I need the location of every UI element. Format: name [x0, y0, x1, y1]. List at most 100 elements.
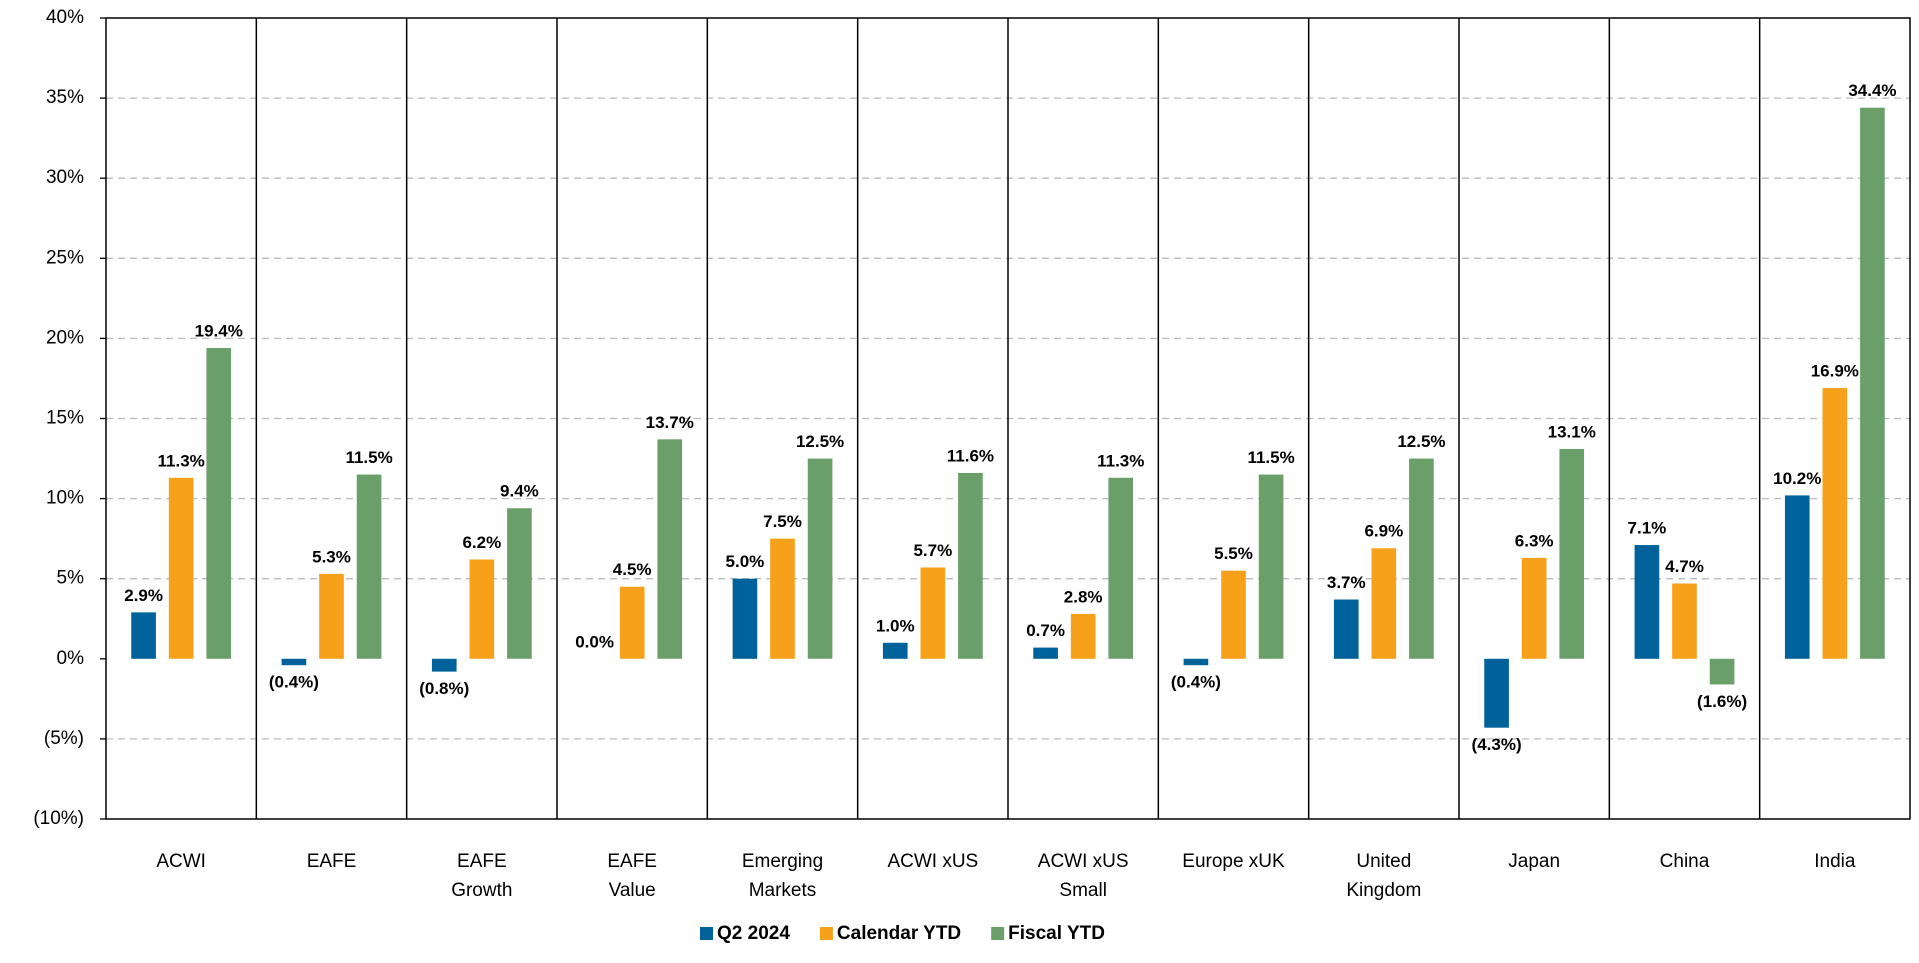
- y-tick-label: 20%: [46, 327, 84, 348]
- value-label: 11.3%: [1097, 451, 1144, 470]
- bar: [1108, 477, 1134, 659]
- bar: [920, 567, 946, 659]
- value-label: 6.3%: [1515, 531, 1554, 550]
- value-label: 19.4%: [195, 321, 243, 340]
- bar: [206, 348, 232, 659]
- x-tick-label: ACWI xUS: [887, 851, 978, 872]
- x-tick-label: United Kingdom: [1346, 851, 1421, 901]
- bar: [1709, 658, 1735, 685]
- bar: [131, 612, 156, 659]
- y-tick-label: 10%: [46, 488, 84, 509]
- x-tick-label: India: [1814, 851, 1856, 872]
- value-label: 5.5%: [1214, 544, 1253, 563]
- y-tick-label: 0%: [57, 648, 85, 669]
- y-tick-label: 30%: [46, 167, 84, 188]
- value-label: 7.1%: [1628, 519, 1667, 538]
- bar: [1559, 448, 1585, 659]
- value-label: 6.2%: [462, 533, 501, 552]
- x-tick-label: EAFE: [307, 851, 357, 872]
- value-label: 11.5%: [1247, 448, 1294, 467]
- value-label: 2.8%: [1064, 587, 1103, 606]
- bar: [882, 642, 908, 659]
- y-tick-label: 35%: [46, 87, 84, 108]
- value-label: 5.3%: [312, 547, 351, 566]
- value-label: 10.2%: [1773, 469, 1821, 488]
- value-label: 4.7%: [1665, 557, 1704, 576]
- bar: [958, 472, 983, 659]
- bar: [1822, 388, 1848, 659]
- bar: [431, 658, 457, 672]
- bar: [168, 477, 194, 659]
- value-label: (0.4%): [1171, 673, 1221, 692]
- x-tick-label: ACWI: [156, 851, 206, 872]
- y-tick-label: 15%: [46, 408, 84, 429]
- y-tick-label: 25%: [46, 247, 84, 268]
- bar: [1033, 647, 1058, 659]
- legend-swatch: [700, 927, 713, 940]
- value-label: (0.8%): [419, 679, 469, 698]
- y-tick-label: 40%: [46, 7, 84, 28]
- legend-label: Calendar YTD: [837, 923, 961, 944]
- bar: [507, 508, 532, 659]
- x-tick-label: Europe xUK: [1182, 851, 1285, 872]
- bar: [657, 439, 683, 659]
- x-tick-label: Japan: [1508, 851, 1560, 872]
- bar: [770, 538, 795, 659]
- bar: [1070, 613, 1096, 659]
- legend-label: Q2 2024: [717, 923, 790, 944]
- bar: [1672, 583, 1697, 659]
- value-label: 3.7%: [1327, 573, 1366, 592]
- bar: [1371, 548, 1397, 659]
- value-label: 11.6%: [947, 446, 994, 465]
- y-tick-label: (5%): [44, 728, 84, 749]
- value-label: 0.7%: [1026, 621, 1065, 640]
- value-label: 4.5%: [613, 560, 652, 579]
- value-label: 9.4%: [500, 482, 539, 501]
- bar: [1409, 458, 1434, 659]
- value-label: 13.1%: [1548, 422, 1596, 441]
- legend-swatch: [819, 927, 833, 940]
- value-label: 12.5%: [1397, 432, 1445, 451]
- value-label: 16.9%: [1811, 362, 1859, 381]
- value-label: 6.9%: [1364, 522, 1403, 541]
- value-label: (1.6%): [1697, 692, 1747, 711]
- value-label: 7.5%: [763, 512, 802, 531]
- bar: [1521, 557, 1547, 659]
- value-label: 12.5%: [796, 432, 844, 451]
- x-tick-label: China: [1660, 851, 1710, 872]
- bar: [1784, 495, 1810, 659]
- bar: [356, 474, 382, 659]
- value-label: (4.3%): [1472, 735, 1522, 754]
- bar: [1484, 658, 1509, 728]
- bar: [1860, 107, 1885, 659]
- x-tick-label: EAFE Growth: [451, 851, 512, 901]
- bar: [732, 578, 758, 659]
- bar: [281, 658, 307, 666]
- bar: [1221, 570, 1246, 659]
- bar: [1634, 545, 1660, 659]
- bar: [319, 573, 344, 659]
- x-tick-label: EAFE Value: [607, 851, 657, 901]
- value-label: 34.4%: [1848, 81, 1896, 100]
- legend-label: Fiscal YTD: [1008, 923, 1105, 944]
- value-label: 5.7%: [913, 541, 952, 560]
- x-tick-label: ACWI xUS Small: [1038, 851, 1129, 901]
- y-tick-label: (10%): [33, 808, 84, 829]
- legend-swatch: [991, 927, 1005, 940]
- value-label: 0.0%: [575, 632, 614, 651]
- value-label: 5.0%: [726, 552, 765, 571]
- value-label: 2.9%: [124, 586, 163, 605]
- value-label: 1.0%: [876, 616, 915, 635]
- bar: [619, 586, 645, 659]
- value-label: 11.3%: [158, 451, 205, 470]
- bar: [807, 458, 833, 659]
- value-label: (0.4%): [269, 673, 319, 692]
- value-label: 13.7%: [646, 413, 694, 432]
- y-tick-label: 5%: [57, 568, 85, 589]
- bar: [1333, 599, 1359, 659]
- x-tick-label: Emerging Markets: [742, 851, 823, 901]
- value-label: 11.5%: [345, 448, 392, 467]
- bar: [1258, 474, 1284, 659]
- bar: [469, 559, 495, 659]
